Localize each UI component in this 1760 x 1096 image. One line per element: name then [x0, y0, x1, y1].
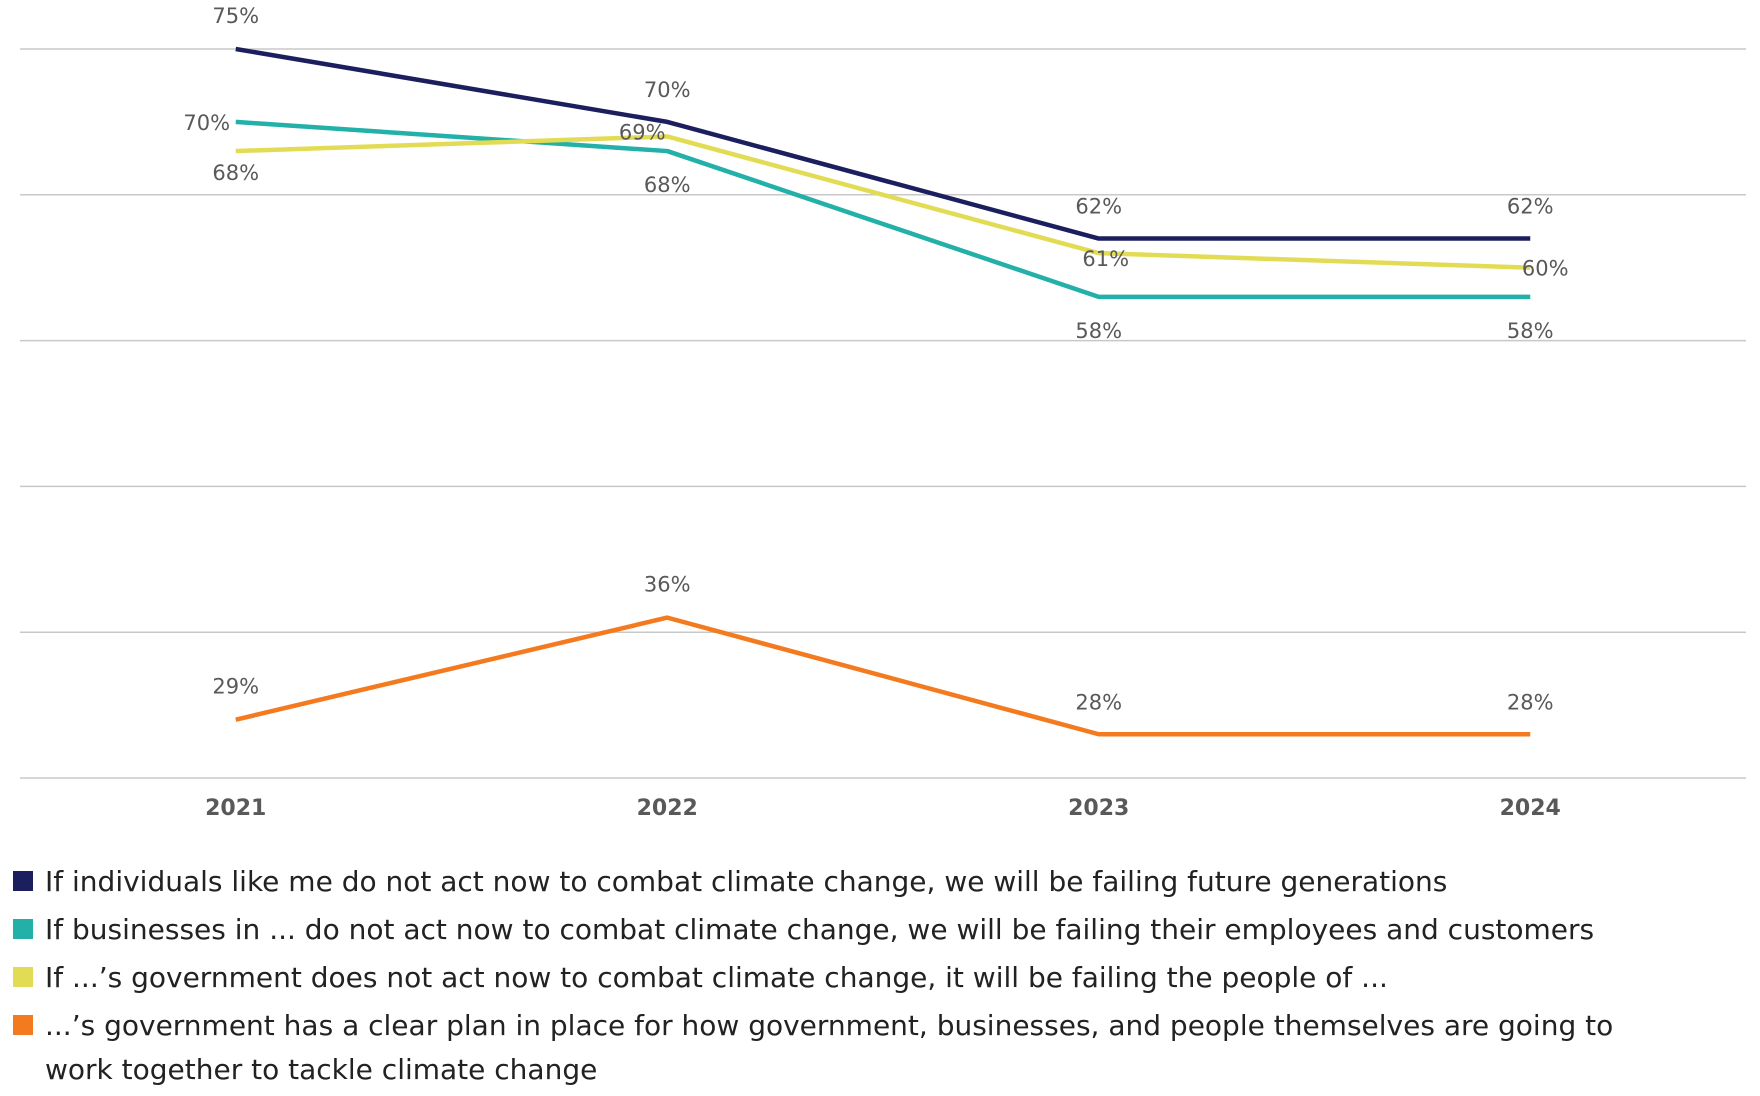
series-line: [235, 134, 1531, 270]
x-tick-label: 2021: [205, 796, 266, 821]
x-tick-label: 2022: [637, 796, 698, 821]
data-label: 68%: [644, 173, 691, 197]
data-label: 28%: [1075, 690, 1122, 714]
x-tick-label: 2023: [1068, 796, 1129, 821]
chart: 2021 2022 2023 2024 75% 70% 62% 62% 70% 68% 58% 58%…: [20, 4, 1746, 821]
series-line: [235, 615, 1531, 737]
legend-label: If ...’s government does not act now to …: [45, 961, 1388, 994]
legend-swatch: [13, 967, 33, 987]
data-label: 58%: [1075, 319, 1122, 343]
legend-swatch: [13, 919, 33, 939]
data-label: 60%: [1522, 257, 1569, 281]
legend-item: If businesses in ... do not act now to c…: [13, 908, 1673, 952]
legend-label: ...’s government has a clear plan in pla…: [45, 1009, 1614, 1086]
data-label: 62%: [1507, 195, 1554, 219]
legend-swatch: [13, 871, 33, 891]
x-tick-label: 2024: [1500, 796, 1561, 821]
legend-label: If individuals like me do not act now to…: [45, 865, 1448, 898]
data-label: 62%: [1075, 195, 1122, 219]
data-label: 70%: [644, 78, 691, 102]
data-label: 70%: [183, 111, 230, 135]
data-label: 61%: [1082, 247, 1129, 271]
data-label: 28%: [1507, 690, 1554, 714]
series-line: [235, 46, 1531, 241]
data-label: 58%: [1507, 319, 1554, 343]
series-line: [235, 119, 1531, 300]
legend-label: If businesses in ... do not act now to c…: [45, 913, 1595, 946]
data-label: 29%: [212, 675, 259, 699]
data-label: 75%: [212, 4, 259, 28]
data-label: 68%: [212, 161, 259, 185]
legend-item: If individuals like me do not act now to…: [13, 860, 1673, 904]
legend-swatch: [13, 1015, 33, 1035]
data-label: 36%: [644, 573, 691, 597]
legend-item: ...’s government has a clear plan in pla…: [13, 1004, 1673, 1092]
legend-item: If ...’s government does not act now to …: [13, 956, 1673, 1000]
legend: If individuals like me do not act now to…: [13, 860, 1673, 1096]
data-label: 69%: [619, 120, 666, 144]
